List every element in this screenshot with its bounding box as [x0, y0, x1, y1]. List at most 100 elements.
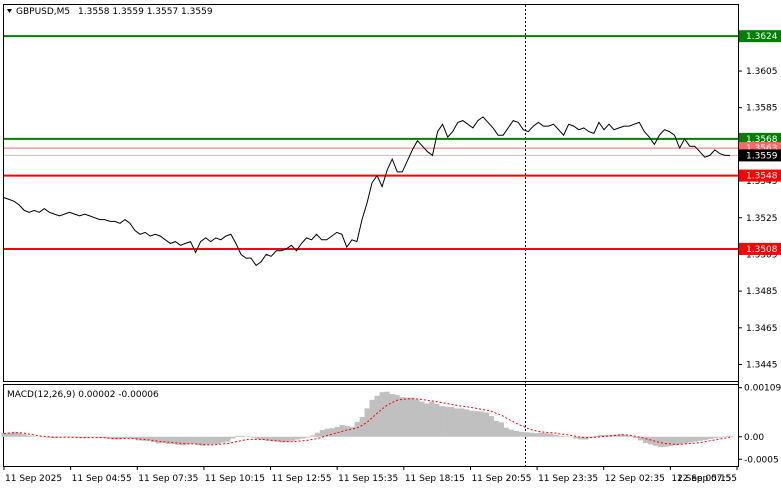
- macd-bar: [16, 432, 22, 437]
- macd-bar: [687, 436, 693, 443]
- macd-bar: [543, 433, 549, 437]
- current-price-badge: [739, 149, 781, 162]
- macd-bar: [439, 406, 445, 437]
- macd-bar: [533, 433, 539, 437]
- macd-bar: [513, 430, 519, 437]
- macd-bar: [598, 434, 604, 437]
- macd-bar: [250, 436, 256, 438]
- macd-bar: [225, 436, 231, 442]
- level-price-text: 1.3624: [746, 32, 778, 42]
- macd-bar: [652, 436, 659, 446]
- macd-bar: [603, 434, 609, 437]
- macd-bar: [583, 436, 589, 440]
- macd-bar: [91, 436, 97, 438]
- macd-bar: [309, 435, 316, 437]
- macd-bar: [528, 432, 534, 437]
- price-plot: [3, 116, 730, 267]
- macd-bar: [190, 436, 196, 444]
- x-tick-label: 12 Sep 05:15: [671, 474, 731, 484]
- macd-bar: [468, 410, 475, 437]
- macd-bar: [633, 436, 639, 439]
- macd-bar: [449, 407, 455, 437]
- macd-bar: [260, 436, 266, 440]
- x-tick-label: 11 Sep 18:15: [405, 474, 465, 484]
- level-price-badge: [739, 169, 781, 182]
- macd-bar: [26, 435, 32, 437]
- macd-bar: [329, 428, 335, 437]
- macd-bar: [180, 436, 186, 446]
- macd-bar: [334, 426, 340, 437]
- macd-bar: [210, 436, 216, 445]
- macd-bar: [538, 432, 544, 437]
- macd-bar: [175, 436, 181, 445]
- macd-bar: [120, 436, 127, 439]
- macd-bar: [712, 436, 718, 439]
- macd-bar: [628, 435, 634, 437]
- macd-bar: [717, 436, 723, 438]
- macd-bar: [344, 425, 350, 437]
- macd-bar: [140, 436, 147, 441]
- current-price-text: 1.3559: [746, 151, 778, 161]
- x-tick-label: 11 Sep 15:35: [338, 474, 398, 484]
- level-price-badge: [739, 30, 781, 43]
- x-tick-label: 12 Sep 07:55: [677, 474, 737, 484]
- macd-bar: [294, 436, 301, 440]
- macd-bar: [150, 436, 156, 443]
- macd-bar: [722, 436, 728, 437]
- macd-bar: [36, 436, 42, 438]
- macd-bar: [419, 401, 425, 437]
- macd-bar: [11, 431, 17, 437]
- macd-bar: [558, 435, 564, 437]
- macd-bar: [205, 436, 211, 445]
- symbol-label: GBPUSD,M5: [16, 7, 70, 17]
- macd-bar: [369, 399, 375, 437]
- macd-bar: [130, 436, 137, 439]
- macd-bar: [498, 422, 505, 437]
- macd-bar: [444, 406, 450, 437]
- macd-bar: [483, 412, 490, 437]
- macd-bar: [563, 436, 569, 437]
- level-price-text: 1.3548: [746, 172, 778, 182]
- macd-bar: [230, 436, 236, 439]
- macd-bar: [255, 436, 261, 439]
- y-tick-label: 1.3465: [746, 324, 778, 334]
- x-tick-label: 11 Sep 20:55: [471, 474, 531, 484]
- macd-bar: [454, 408, 460, 437]
- macd-bar: [623, 434, 629, 437]
- y-tick-label: 1.3505: [746, 250, 778, 260]
- macd-bar: [235, 435, 241, 437]
- macd-bar: [508, 429, 514, 437]
- y-tick-label: 1.3585: [746, 104, 778, 114]
- macd-bar: [1, 433, 7, 437]
- macd-bar: [404, 397, 410, 437]
- macd-bar: [76, 436, 82, 438]
- macd-bar: [270, 436, 276, 442]
- x-tick-label: 11 Sep 23:35: [538, 474, 598, 484]
- macd-bar: [463, 409, 470, 437]
- macd-bar: [697, 436, 703, 441]
- macd-bar: [304, 436, 311, 438]
- macd-bar: [707, 436, 713, 439]
- macd-plot: [1, 391, 733, 448]
- y-tick-label: 1.3445: [746, 360, 778, 370]
- macd-bar: [503, 427, 510, 437]
- macd-bar: [424, 403, 430, 437]
- macd-bar: [220, 436, 226, 443]
- macd-bar: [593, 435, 599, 437]
- macd-bar: [523, 432, 529, 437]
- level-price-badge: [739, 242, 781, 255]
- dropdown-triangle-icon[interactable]: [7, 9, 12, 13]
- macd-bar: [399, 397, 405, 437]
- macd-bar: [478, 411, 485, 437]
- macd-bar: [667, 436, 674, 447]
- macd-bar: [672, 436, 679, 446]
- ohlc-values: 1.3558 1.3559 1.3557 1.3559: [78, 7, 213, 17]
- macd-bar: [359, 416, 365, 437]
- macd-label: MACD(12,26,9) 0.00002 -0.00006: [7, 390, 159, 400]
- macd-bar: [165, 436, 171, 444]
- x-tick-label: 11 Sep 07:35: [138, 474, 198, 484]
- macd-bar: [553, 434, 559, 437]
- macd-bar: [51, 436, 57, 439]
- level-price-text: 1.3563: [746, 144, 778, 154]
